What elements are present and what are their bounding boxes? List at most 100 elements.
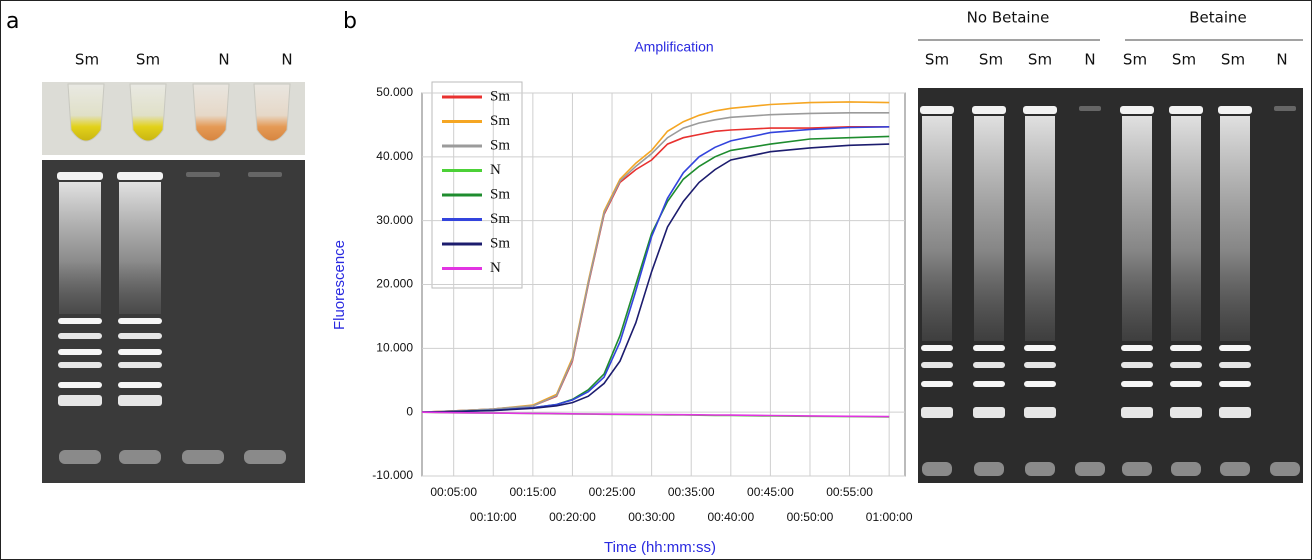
x-tick-label: 00:25:00 [589,485,636,499]
gel-band [1121,345,1153,351]
x-tick-label: 00:35:00 [668,485,715,499]
tube [129,83,167,142]
gel-well [1120,106,1154,114]
y-tick-label: 40.000 [376,149,413,163]
gel-band [118,333,162,339]
gel-band [1024,381,1056,387]
gel-well [186,172,220,177]
x-tick-label: 00:20:00 [549,510,596,524]
gel-band [58,318,102,324]
gel-dimer [1171,462,1201,476]
gel-band [118,318,162,324]
gel-band [58,349,102,355]
lane-label: Sm [1028,51,1052,69]
gel-band [58,395,102,406]
gel-dimer [1025,462,1055,476]
y-tick-label: 10.000 [376,341,413,355]
lane-label: Sm [1172,51,1196,69]
gel-band [118,395,162,406]
gel-dimer [1075,462,1105,476]
lane-label: N [1276,51,1287,69]
gel-band [921,407,953,418]
gel-smear [974,116,1004,341]
gel-well [1218,106,1252,114]
chart-title: Amplification [634,39,713,55]
gel-well [1079,106,1101,111]
y-axis-label: Fluorescence [331,240,348,330]
x-tick-label: 00:10:00 [470,510,517,524]
x-tick-label: 00:50:00 [787,510,834,524]
gel-well [1169,106,1203,114]
legend-box [431,81,523,289]
x-tick-label: 00:05:00 [430,485,477,499]
series-line [421,143,890,413]
gel-dimer [922,462,952,476]
gel-smear [1025,116,1055,341]
gel-smear [1220,116,1250,341]
gel-band [1219,407,1251,418]
gel-well [920,106,954,114]
gel-smear [119,182,161,314]
gel-well [972,106,1006,114]
gel-well [248,172,282,177]
tube [192,83,230,142]
gel-dimer [119,450,161,464]
legend-label: Sm [490,211,510,227]
gel-band [58,382,102,388]
y-tick-label: 30.000 [376,213,413,227]
gel-dimer [244,450,286,464]
gel-smear [1122,116,1152,341]
gel-band [58,333,102,339]
lane-label: Sm [136,51,160,69]
gel-well [57,172,103,180]
gel-band [1024,407,1056,418]
gel-band [1219,362,1251,368]
legend-label: Sm [490,186,510,202]
gel-band [921,345,953,351]
gel-band [1024,362,1056,368]
gel-dimer [182,450,224,464]
lane-label: Sm [925,51,949,69]
x-tick-label: 00:55:00 [826,485,873,499]
x-tick-label: 01:00:00 [866,510,913,524]
gel-dimer [1122,462,1152,476]
gel-band [973,407,1005,418]
lane-label: N [1084,51,1095,69]
legend-label: Sm [490,88,510,104]
lane-label: N [281,51,292,69]
gel-well [1023,106,1057,114]
gel-band [1170,407,1202,418]
gel-band [921,362,953,368]
x-tick-label: 00:30:00 [628,510,675,524]
gel-band [973,381,1005,387]
group-header: Betaine [1189,9,1247,27]
gel-band [973,362,1005,368]
gel-dimer [1220,462,1250,476]
lane-label: Sm [979,51,1003,69]
gel-band [118,362,162,368]
gel-well [117,172,163,180]
gel-band [58,362,102,368]
x-tick-label: 00:40:00 [707,510,754,524]
legend-label: Sm [490,137,510,153]
tube [67,83,105,142]
gel-band [1121,407,1153,418]
gel-band [1170,362,1202,368]
gel-band [118,349,162,355]
lane-label: Sm [1123,51,1147,69]
gel-band [1219,345,1251,351]
y-tick-label: 20.000 [376,277,413,291]
gel-band [118,382,162,388]
x-tick-label: 00:45:00 [747,485,794,499]
legend-label: N [490,260,501,276]
group-header: No Betaine [967,9,1050,27]
gel-band [1121,381,1153,387]
gel-smear [922,116,952,341]
gel-smear [59,182,101,314]
gel-band [1219,381,1251,387]
gel-band [921,381,953,387]
gel-band [1170,345,1202,351]
legend-label: Sm [490,235,510,251]
legend-label: Sm [490,113,510,129]
